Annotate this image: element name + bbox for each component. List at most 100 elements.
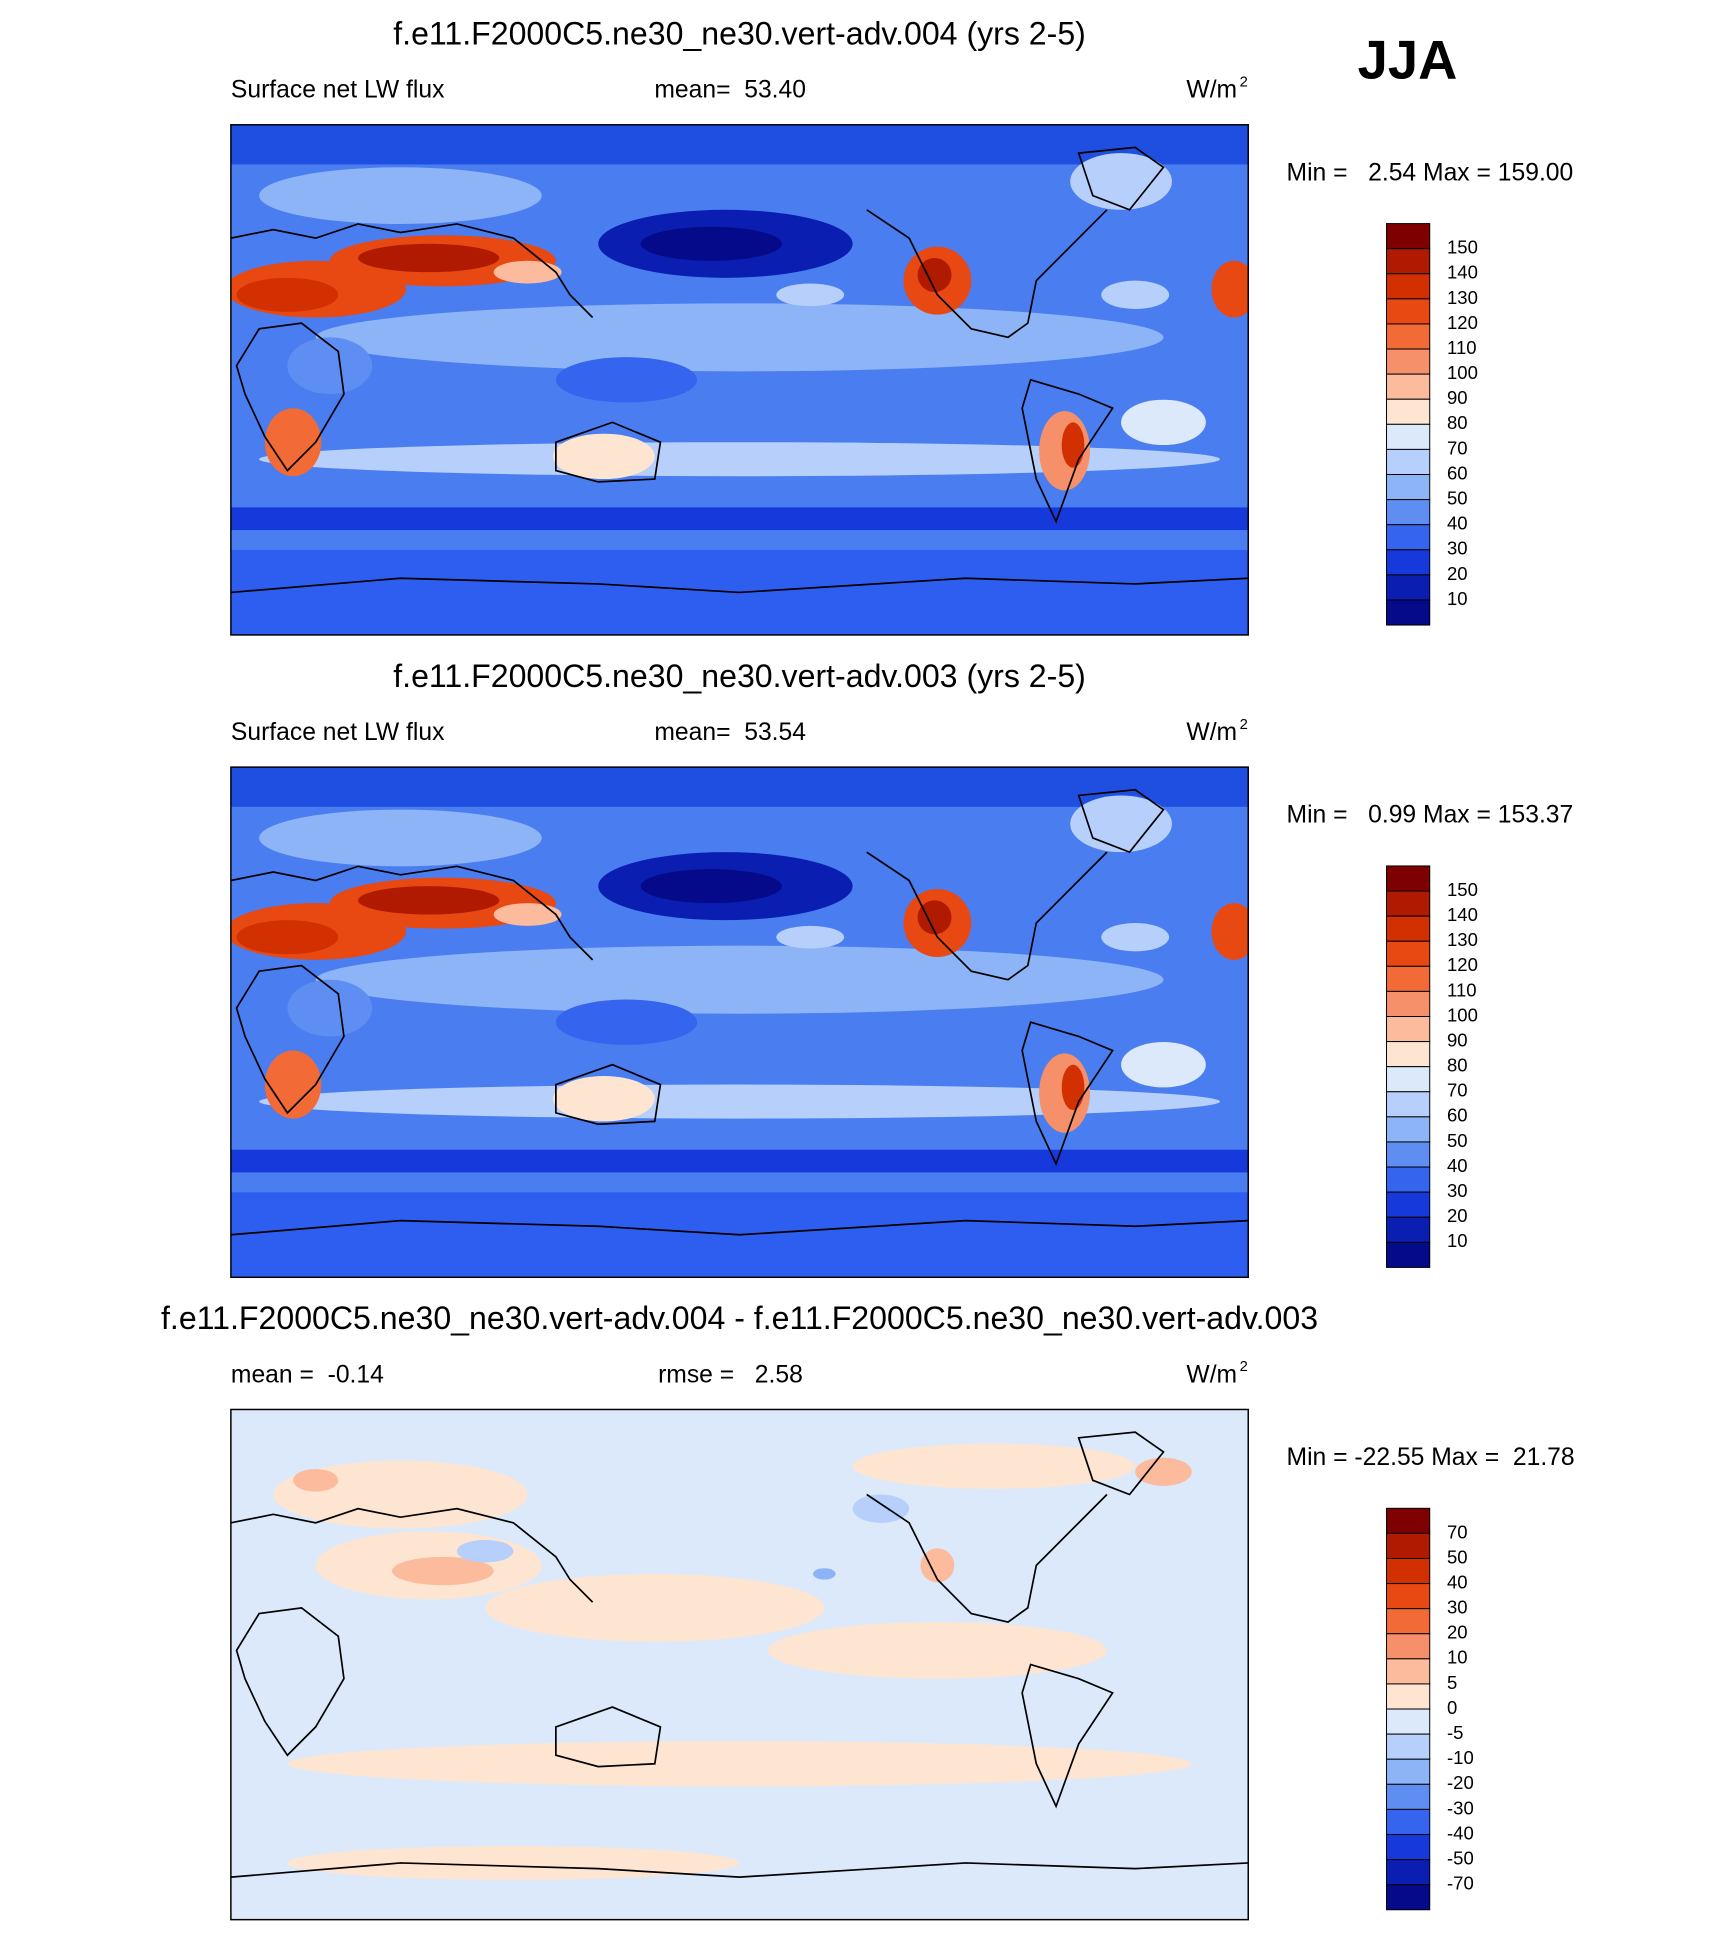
units: W/m bbox=[1186, 77, 1237, 104]
colorbar-box bbox=[1386, 549, 1431, 576]
units-superscript: 2 bbox=[1240, 1359, 1248, 1375]
min-max: Min = -22.55 Max = 21.78 bbox=[1287, 1444, 1575, 1471]
colorbar-label: 70 bbox=[1447, 1080, 1468, 1101]
colorbar-box bbox=[1386, 474, 1431, 501]
colorbar-box bbox=[1386, 248, 1431, 275]
colorbar-label: 110 bbox=[1447, 979, 1477, 1000]
map-frame bbox=[230, 124, 1249, 636]
colorbar-label: 10 bbox=[1447, 1647, 1468, 1668]
colorbar-box bbox=[1386, 1658, 1431, 1685]
colorbar-box bbox=[1386, 298, 1431, 325]
colorbar-box bbox=[1386, 1859, 1431, 1886]
colorbar-box bbox=[1386, 1166, 1431, 1193]
colorbar-box bbox=[1386, 1583, 1431, 1610]
colorbar-box bbox=[1386, 1808, 1431, 1835]
colorbar-label: 120 bbox=[1447, 954, 1478, 975]
colorbar-label: 5 bbox=[1447, 1672, 1457, 1693]
colorbar-box bbox=[1386, 990, 1431, 1017]
colorbar-label: 60 bbox=[1447, 462, 1468, 483]
colorbar-label: 50 bbox=[1447, 1546, 1468, 1567]
panel-title: f.e11.F2000C5.ne30_ne30.vert-adv.004 - f… bbox=[161, 1300, 1318, 1336]
colorbar-box bbox=[1386, 915, 1431, 942]
colorbar-label: 80 bbox=[1447, 412, 1468, 433]
season-label: JJA bbox=[1358, 30, 1458, 91]
colorbar-box bbox=[1386, 1608, 1431, 1635]
colorbar-box bbox=[1386, 1015, 1431, 1043]
colorbar-box bbox=[1386, 348, 1431, 375]
colorbar-label: 10 bbox=[1447, 588, 1468, 609]
colorbar-box bbox=[1386, 524, 1431, 551]
colorbar-label: 140 bbox=[1447, 904, 1478, 925]
field-label: Surface net LW flux bbox=[231, 77, 445, 104]
colorbar-box bbox=[1386, 448, 1431, 476]
colorbar-label: 40 bbox=[1447, 1571, 1468, 1592]
colorbar-box bbox=[1386, 1733, 1431, 1760]
stat-label: mean= 53.54 bbox=[654, 719, 806, 746]
map-frame bbox=[230, 766, 1249, 1279]
colorbar-box bbox=[1386, 1683, 1431, 1710]
colorbar-label: 140 bbox=[1447, 262, 1478, 283]
colorbar-box bbox=[1386, 323, 1431, 350]
colorbar-label: 130 bbox=[1447, 287, 1478, 308]
colorbar-box bbox=[1386, 940, 1431, 967]
colorbar-label: 10 bbox=[1447, 1230, 1468, 1251]
panel: f.e11.F2000C5.ne30_ne30.vert-adv.003 (yr… bbox=[230, 658, 1574, 1279]
colorbar-label: -10 bbox=[1447, 1747, 1474, 1768]
colorbar-label: 50 bbox=[1447, 487, 1468, 508]
panel: f.e11.F2000C5.ne30_ne30.vert-adv.004 - f… bbox=[161, 1300, 1575, 1921]
colorbar-box bbox=[1386, 574, 1431, 601]
colorbar-box bbox=[1386, 865, 1431, 892]
colorbar-label: 110 bbox=[1447, 337, 1477, 358]
colorbar-box bbox=[1386, 273, 1431, 300]
colorbar-label: 120 bbox=[1447, 312, 1478, 333]
colorbar-box bbox=[1386, 1116, 1431, 1143]
colorbar-box bbox=[1386, 1041, 1431, 1068]
min-max: Min = 2.54 Max = 159.00 bbox=[1287, 159, 1574, 186]
colorbar-label: 50 bbox=[1447, 1130, 1468, 1151]
units: W/m bbox=[1186, 719, 1237, 746]
colorbar-label: 70 bbox=[1447, 1521, 1468, 1542]
colorbar-label: 0 bbox=[1447, 1697, 1457, 1718]
colorbar-box bbox=[1386, 1216, 1431, 1243]
map bbox=[230, 767, 1249, 1278]
colorbar-box bbox=[1386, 373, 1431, 400]
colorbar-box bbox=[1386, 1758, 1431, 1785]
colorbar-label: -40 bbox=[1447, 1822, 1474, 1843]
colorbar-box bbox=[1386, 1708, 1431, 1735]
map bbox=[230, 1409, 1249, 1920]
colorbar-box bbox=[1386, 223, 1431, 250]
panel-title: f.e11.F2000C5.ne30_ne30.vert-adv.003 (yr… bbox=[393, 658, 1086, 694]
field-label: mean = -0.14 bbox=[231, 1361, 384, 1388]
colorbar-box bbox=[1386, 1833, 1431, 1861]
colorbar-label: 90 bbox=[1447, 1029, 1468, 1050]
colorbar-label: 20 bbox=[1447, 1205, 1468, 1226]
colorbar-label: 30 bbox=[1447, 538, 1468, 559]
colorbar-label: 100 bbox=[1447, 362, 1478, 383]
colorbar-label: 130 bbox=[1447, 929, 1478, 950]
colorbar-box bbox=[1386, 965, 1431, 992]
colorbar-label: -50 bbox=[1447, 1847, 1474, 1868]
colorbar-box bbox=[1386, 1532, 1431, 1559]
field-label: Surface net LW flux bbox=[231, 719, 445, 746]
panel-title: f.e11.F2000C5.ne30_ne30.vert-adv.004 (yr… bbox=[393, 15, 1086, 51]
colorbar-box bbox=[1386, 1091, 1431, 1118]
colorbar-box bbox=[1386, 1066, 1431, 1093]
colorbar-box bbox=[1386, 599, 1431, 626]
colorbar-label: 80 bbox=[1447, 1055, 1468, 1076]
colorbar-label: 30 bbox=[1447, 1597, 1468, 1618]
map bbox=[230, 124, 1249, 635]
colorbar-label: -30 bbox=[1447, 1797, 1474, 1818]
units-superscript: 2 bbox=[1240, 717, 1248, 733]
units-superscript: 2 bbox=[1240, 74, 1248, 90]
colorbar-label: -70 bbox=[1447, 1873, 1474, 1894]
colorbar-label: 150 bbox=[1447, 879, 1478, 900]
colorbar-box bbox=[1386, 1557, 1431, 1585]
colorbar-box bbox=[1386, 890, 1431, 917]
stat-label: rmse = 2.58 bbox=[658, 1361, 803, 1388]
stat-label: mean= 53.40 bbox=[654, 77, 806, 104]
colorbar-label: -20 bbox=[1447, 1772, 1474, 1793]
colorbar-box bbox=[1386, 1783, 1431, 1810]
min-max: Min = 0.99 Max = 153.37 bbox=[1287, 802, 1574, 829]
colorbar-box bbox=[1386, 499, 1431, 526]
